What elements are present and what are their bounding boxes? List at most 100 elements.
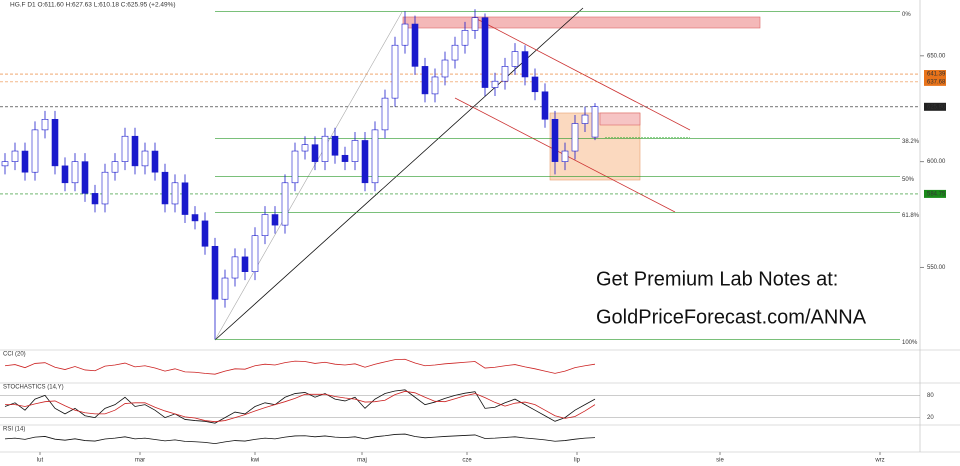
candle-body: [491, 80, 499, 88]
candle-body: [451, 44, 459, 61]
candle-body: [371, 129, 379, 184]
candle-body: [481, 17, 489, 88]
candle-body: [61, 165, 69, 184]
fib-line: [214, 11, 403, 341]
symbol-header: HG.F D1 O:611.60 H:627.63 L:610.18 C:625…: [10, 2, 176, 9]
indicator-line: [4, 389, 596, 424]
candle-body: [281, 182, 289, 226]
candle-body: [571, 123, 579, 152]
indicator-name: RSI (14): [3, 427, 25, 433]
candle-body: [31, 129, 39, 173]
candle-body: [111, 161, 119, 173]
candle-body: [591, 106, 599, 138]
fib-label: 38.2%: [902, 139, 920, 145]
candle-body: [461, 30, 469, 46]
indicator-line: [5, 390, 596, 423]
candle-body: [161, 171, 169, 205]
x-tick-label: sie: [716, 458, 724, 464]
indicator-name: CCI (20): [3, 352, 26, 358]
fib-label: 50%: [902, 177, 915, 183]
fib-label: 61.8%: [902, 213, 920, 219]
price-badge: [924, 102, 946, 111]
candle-body: [321, 135, 329, 162]
indicator-tick-label: 80: [927, 393, 934, 399]
candle-body: [71, 161, 79, 184]
indicator-line: [4, 358, 596, 375]
fib-label: 100%: [902, 340, 918, 346]
candle-body: [411, 23, 419, 67]
candle-body: [271, 214, 279, 226]
candle-body: [361, 140, 369, 184]
candle-body: [261, 214, 269, 237]
candle-body: [81, 161, 89, 194]
candle-body: [231, 256, 239, 279]
candle-body: [381, 97, 389, 131]
x-tick-label: wrz: [874, 458, 884, 464]
candle-body: [531, 76, 539, 93]
y-tick-label: 650.00: [927, 53, 946, 59]
candle-body: [401, 23, 409, 46]
candle-body: [391, 44, 399, 99]
candle-body: [241, 256, 249, 272]
candle-body: [141, 150, 149, 167]
trend-line: [214, 7, 584, 341]
indicator-line: [4, 433, 596, 445]
candle-body: [511, 51, 519, 67]
candle-body: [561, 150, 569, 162]
candle-body: [131, 135, 139, 167]
candle-body: [581, 114, 589, 124]
candle-body: [21, 150, 29, 173]
candle-body: [221, 277, 229, 300]
candle-body: [501, 66, 509, 82]
indicator-name: STOCHASTICS (14,Y): [3, 385, 64, 391]
candle-body: [521, 51, 529, 78]
candle-body: [331, 135, 339, 156]
candle-body: [301, 144, 309, 152]
candle-body: [311, 144, 319, 162]
candle-body: [91, 193, 99, 205]
x-tick-label: mar: [135, 458, 145, 464]
promo-line-2: GoldPriceForecast.com/ANNA: [596, 306, 867, 328]
candle-body: [41, 118, 49, 131]
price-badge: [924, 70, 946, 79]
resistance-zone-small: [599, 112, 641, 126]
candle-body: [251, 235, 259, 272]
candle-body: [211, 245, 219, 300]
x-tick-label: lip: [574, 458, 581, 464]
candle-body: [201, 220, 209, 247]
candle-body: [421, 66, 429, 95]
candle-body: [191, 214, 199, 222]
candle-body: [51, 118, 59, 167]
x-tick-label: maj: [357, 458, 367, 464]
candle-body: [541, 91, 549, 120]
resistance-zone: [402, 16, 761, 29]
candle-body: [121, 135, 129, 162]
candle-body: [441, 59, 449, 78]
candle-body: [181, 182, 189, 215]
candle-body: [341, 154, 349, 162]
y-tick-label: 600.00: [927, 159, 946, 165]
candle-body: [11, 150, 19, 162]
x-tick-label: kwi: [251, 458, 260, 464]
price-badge-label: 641.39: [927, 72, 946, 78]
candle-body: [101, 171, 109, 205]
candle-body: [431, 76, 439, 95]
fib-label: 0%: [902, 12, 911, 18]
candle-body: [351, 140, 359, 162]
y-tick-label: 550.00: [927, 265, 946, 271]
promo-line-1: Get Premium Lab Notes at:: [596, 268, 838, 290]
x-tick-label: lut: [37, 458, 44, 464]
x-tick-label: cze: [462, 458, 472, 464]
price-badge-label: 625.90: [927, 104, 946, 110]
candle-body: [471, 17, 479, 31]
candle-body: [171, 182, 179, 205]
price-badge-label: 584.75: [927, 191, 946, 197]
price-badge: [924, 77, 946, 86]
indicator-tick-label: 20: [927, 415, 934, 421]
price-badge: [924, 189, 946, 198]
price-badge-label: 637.68: [927, 79, 946, 85]
candle-body: [151, 150, 159, 173]
candle-body: [1, 161, 9, 167]
candle-body: [291, 150, 299, 184]
